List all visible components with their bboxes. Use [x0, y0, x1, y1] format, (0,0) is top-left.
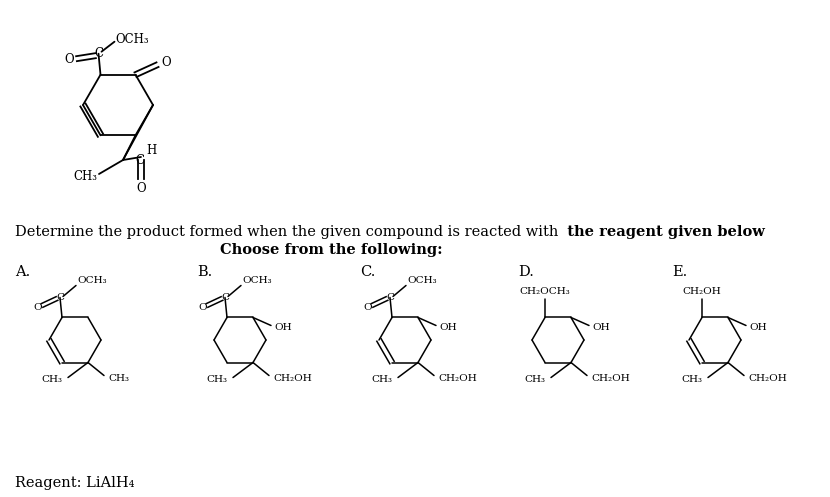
Text: C: C	[135, 155, 144, 167]
Text: CH₃: CH₃	[73, 169, 97, 182]
Text: C: C	[56, 293, 64, 302]
Text: OCH₃: OCH₃	[242, 276, 271, 285]
Text: CH₃: CH₃	[372, 375, 393, 384]
Text: D.: D.	[518, 265, 534, 279]
Text: CH₃: CH₃	[681, 375, 702, 384]
Text: O: O	[162, 56, 171, 69]
Text: CH₃: CH₃	[108, 374, 129, 383]
Text: CH₂OCH₃: CH₂OCH₃	[520, 287, 570, 296]
Text: Reagent: LiAlH₄: Reagent: LiAlH₄	[15, 476, 134, 490]
Text: Choose from the following:: Choose from the following:	[220, 243, 442, 257]
Text: CH₂OH: CH₂OH	[748, 374, 787, 383]
Text: CH₃: CH₃	[42, 375, 62, 384]
Text: OH: OH	[439, 323, 456, 332]
Text: O: O	[65, 53, 75, 66]
Text: O: O	[198, 303, 208, 312]
Text: C: C	[94, 47, 103, 60]
Text: H: H	[146, 144, 156, 157]
Text: C: C	[386, 293, 394, 302]
Text: CH₂OH: CH₂OH	[591, 374, 630, 383]
Text: OH: OH	[274, 323, 291, 332]
Text: B.: B.	[197, 265, 212, 279]
Text: CH₂OH: CH₂OH	[273, 374, 312, 383]
Text: O: O	[364, 303, 373, 312]
Text: A.: A.	[15, 265, 30, 279]
Text: C.: C.	[360, 265, 375, 279]
Text: Determine the product formed when the given compound is reacted with: Determine the product formed when the gi…	[15, 225, 559, 239]
Text: O: O	[136, 181, 146, 194]
Text: OCH₃: OCH₃	[407, 276, 437, 285]
Text: OCH₃: OCH₃	[77, 276, 106, 285]
Text: CH₃: CH₃	[207, 375, 227, 384]
Text: E.: E.	[672, 265, 687, 279]
Text: CH₂OH: CH₂OH	[682, 287, 721, 296]
Text: the reagent given below: the reagent given below	[557, 225, 765, 239]
Text: O: O	[34, 303, 42, 312]
Text: OCH₃: OCH₃	[115, 33, 149, 46]
Text: C: C	[221, 293, 229, 302]
Text: OH: OH	[749, 323, 767, 332]
Text: CH₂OH: CH₂OH	[438, 374, 476, 383]
Text: CH₃: CH₃	[525, 375, 545, 384]
Text: OH: OH	[592, 323, 609, 332]
